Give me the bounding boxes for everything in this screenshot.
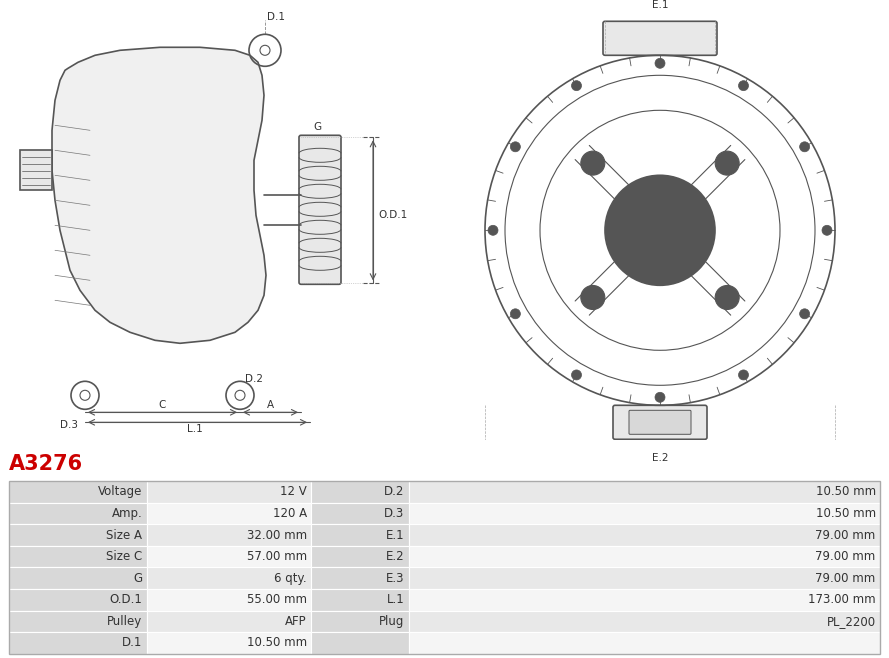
Text: D.2: D.2 [384, 486, 404, 498]
Bar [311, 481, 409, 503]
Text: 57.00 mm: 57.00 mm [246, 550, 307, 563]
Bar [311, 589, 409, 611]
Bar [147, 524, 311, 546]
Text: 55.00 mm: 55.00 mm [247, 594, 307, 606]
Circle shape [739, 81, 749, 91]
Bar [409, 503, 880, 524]
Text: D.3: D.3 [60, 420, 78, 430]
Circle shape [572, 81, 581, 91]
Text: 79.00 mm: 79.00 mm [815, 572, 876, 585]
Circle shape [605, 175, 715, 286]
Text: PL_2200: PL_2200 [827, 615, 876, 628]
Text: D.1: D.1 [267, 13, 285, 22]
Circle shape [822, 225, 832, 236]
Text: 120 A: 120 A [273, 507, 307, 520]
FancyBboxPatch shape [629, 411, 691, 434]
Text: A3276: A3276 [9, 454, 83, 474]
Bar [9, 503, 147, 524]
Bar [9, 567, 147, 589]
Bar [409, 524, 880, 546]
Text: 173.00 mm: 173.00 mm [808, 594, 876, 606]
Circle shape [655, 392, 665, 402]
Text: 10.50 mm: 10.50 mm [246, 636, 307, 649]
Circle shape [488, 225, 498, 236]
Text: E.2: E.2 [652, 453, 669, 463]
Text: O.D.1: O.D.1 [109, 594, 142, 606]
Circle shape [799, 142, 810, 152]
Text: E.1: E.1 [652, 0, 669, 11]
Circle shape [510, 309, 520, 318]
Circle shape [572, 370, 581, 380]
PathPatch shape [20, 150, 52, 190]
Text: Size A: Size A [107, 528, 142, 542]
Text: Size C: Size C [106, 550, 142, 563]
Circle shape [715, 151, 739, 175]
Circle shape [799, 309, 810, 318]
Circle shape [581, 151, 605, 175]
Circle shape [510, 142, 520, 152]
Text: 32.00 mm: 32.00 mm [246, 528, 307, 542]
Text: D.3: D.3 [384, 507, 404, 520]
Text: Plug: Plug [379, 615, 404, 628]
Bar [311, 611, 409, 632]
Circle shape [739, 370, 749, 380]
Text: O.D.1: O.D.1 [378, 211, 407, 220]
Bar [147, 503, 311, 524]
Bar [311, 503, 409, 524]
Bar [409, 632, 880, 654]
Circle shape [655, 225, 665, 236]
Text: C: C [158, 400, 165, 411]
Text: 6 qty.: 6 qty. [274, 572, 307, 585]
Text: G: G [313, 122, 321, 132]
Text: L.1: L.1 [387, 594, 404, 606]
Text: AFP: AFP [285, 615, 307, 628]
Bar [9, 481, 880, 654]
Bar [147, 611, 311, 632]
Text: Amp.: Amp. [111, 507, 142, 520]
Bar [311, 546, 409, 567]
Bar [9, 524, 147, 546]
Text: G: G [133, 572, 142, 585]
FancyBboxPatch shape [613, 405, 707, 440]
Text: 10.50 mm: 10.50 mm [815, 486, 876, 498]
Text: E.3: E.3 [386, 572, 404, 585]
FancyBboxPatch shape [603, 21, 717, 55]
Bar [409, 567, 880, 589]
Text: E.1: E.1 [386, 528, 404, 542]
Bar [9, 481, 147, 503]
Bar [409, 481, 880, 503]
Text: 12 V: 12 V [280, 486, 307, 498]
Bar [147, 546, 311, 567]
FancyBboxPatch shape [299, 136, 341, 284]
Text: 79.00 mm: 79.00 mm [815, 528, 876, 542]
Bar [147, 632, 311, 654]
Text: L.1: L.1 [187, 424, 203, 434]
Circle shape [655, 59, 665, 68]
Bar [409, 611, 880, 632]
Text: E.2: E.2 [386, 550, 404, 563]
Bar [147, 589, 311, 611]
Bar [9, 546, 147, 567]
Bar [9, 611, 147, 632]
Bar [409, 546, 880, 567]
Bar [9, 632, 147, 654]
Text: D.2: D.2 [245, 374, 263, 384]
Text: 10.50 mm: 10.50 mm [815, 507, 876, 520]
Bar [147, 481, 311, 503]
Text: Pulley: Pulley [107, 615, 142, 628]
Bar [311, 632, 409, 654]
Circle shape [581, 286, 605, 309]
Bar [311, 524, 409, 546]
Text: Voltage: Voltage [98, 486, 142, 498]
Text: 79.00 mm: 79.00 mm [815, 550, 876, 563]
Bar [311, 567, 409, 589]
PathPatch shape [52, 47, 266, 343]
Bar [147, 567, 311, 589]
Text: D.1: D.1 [122, 636, 142, 649]
Text: A: A [267, 400, 274, 411]
Circle shape [715, 286, 739, 309]
Bar [409, 589, 880, 611]
Bar [9, 589, 147, 611]
